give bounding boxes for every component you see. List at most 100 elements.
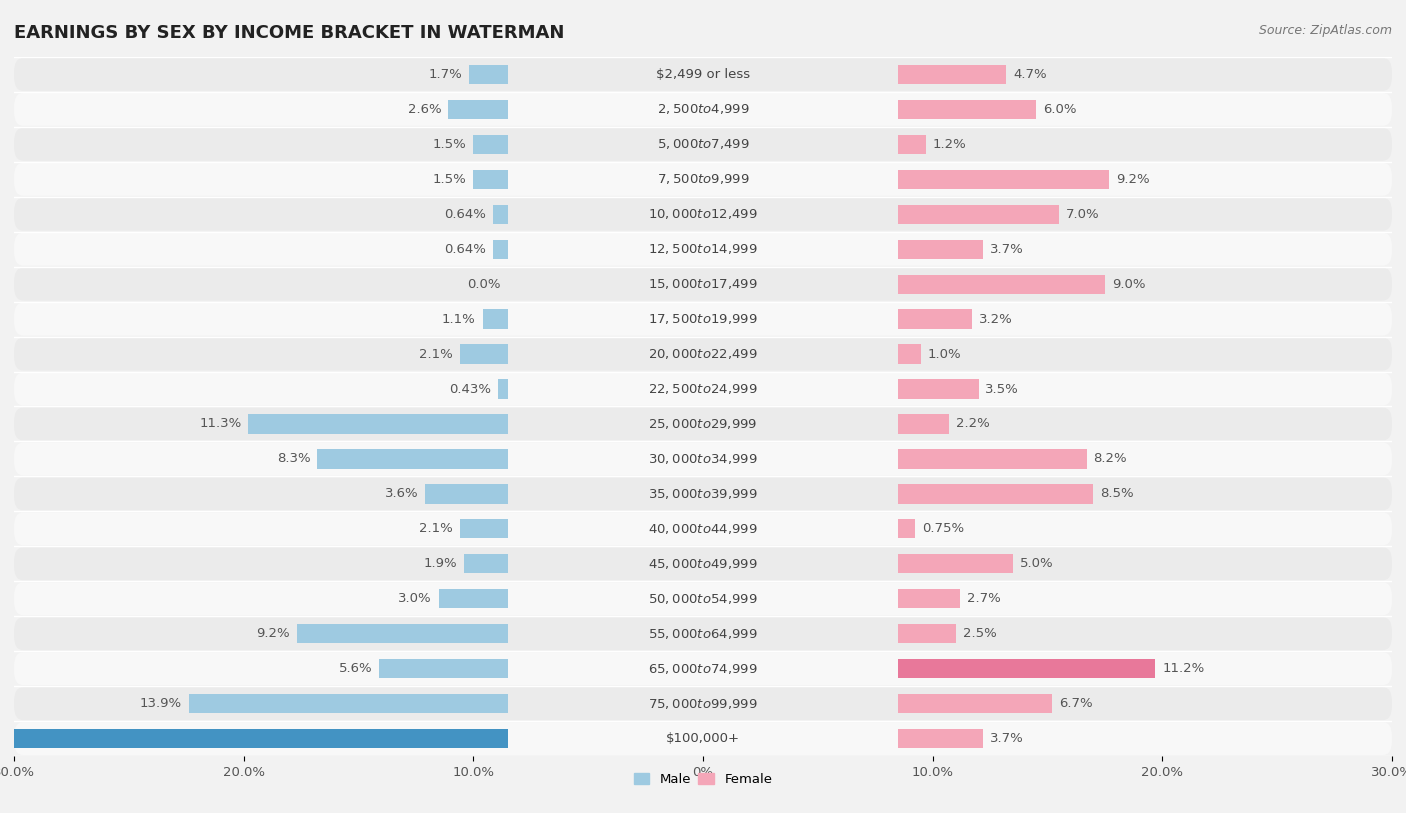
Text: $10,000 to $12,499: $10,000 to $12,499: [648, 207, 758, 221]
Text: 2.2%: 2.2%: [956, 418, 990, 430]
FancyBboxPatch shape: [14, 198, 1392, 231]
Bar: [898, 205, 1059, 224]
Bar: [898, 589, 960, 608]
Text: 1.5%: 1.5%: [433, 138, 467, 150]
Text: $100,000+: $100,000+: [666, 733, 740, 745]
Legend: Male, Female: Male, Female: [628, 767, 778, 791]
Bar: [474, 170, 508, 189]
Bar: [898, 729, 983, 748]
Text: 3.6%: 3.6%: [385, 488, 418, 500]
Text: 1.1%: 1.1%: [441, 313, 475, 325]
Text: 9.0%: 9.0%: [1112, 278, 1146, 290]
Text: 0.43%: 0.43%: [449, 383, 491, 395]
Bar: [380, 659, 508, 678]
Bar: [494, 240, 508, 259]
Text: 11.2%: 11.2%: [1163, 663, 1205, 675]
FancyBboxPatch shape: [14, 722, 1392, 755]
Text: 9.2%: 9.2%: [1116, 173, 1150, 185]
FancyBboxPatch shape: [14, 512, 1392, 546]
Bar: [188, 694, 508, 713]
FancyBboxPatch shape: [14, 128, 1392, 161]
FancyBboxPatch shape: [14, 582, 1392, 615]
Text: $20,000 to $22,499: $20,000 to $22,499: [648, 347, 758, 361]
Bar: [482, 310, 508, 328]
Text: 11.3%: 11.3%: [200, 418, 242, 430]
Bar: [898, 415, 949, 433]
Text: $30,000 to $34,999: $30,000 to $34,999: [648, 452, 758, 466]
Text: $75,000 to $99,999: $75,000 to $99,999: [648, 697, 758, 711]
Bar: [898, 65, 1007, 84]
Bar: [898, 554, 1012, 573]
Bar: [898, 659, 1156, 678]
Text: 3.7%: 3.7%: [990, 243, 1024, 255]
Text: $2,499 or less: $2,499 or less: [657, 68, 749, 80]
Bar: [898, 310, 972, 328]
Text: 2.7%: 2.7%: [967, 593, 1001, 605]
Text: EARNINGS BY SEX BY INCOME BRACKET IN WATERMAN: EARNINGS BY SEX BY INCOME BRACKET IN WAT…: [14, 24, 564, 42]
Text: Source: ZipAtlas.com: Source: ZipAtlas.com: [1258, 24, 1392, 37]
Text: 9.2%: 9.2%: [256, 628, 290, 640]
Bar: [898, 694, 1052, 713]
Text: 0.75%: 0.75%: [922, 523, 965, 535]
Text: $15,000 to $17,499: $15,000 to $17,499: [648, 277, 758, 291]
Text: 2.6%: 2.6%: [408, 103, 441, 115]
Bar: [898, 170, 1109, 189]
Text: $12,500 to $14,999: $12,500 to $14,999: [648, 242, 758, 256]
Text: $5,000 to $7,499: $5,000 to $7,499: [657, 137, 749, 151]
Bar: [898, 380, 979, 398]
Bar: [425, 485, 508, 503]
FancyBboxPatch shape: [14, 652, 1392, 685]
Text: $40,000 to $44,999: $40,000 to $44,999: [648, 522, 758, 536]
Bar: [898, 100, 1036, 119]
Bar: [898, 240, 983, 259]
Text: 3.2%: 3.2%: [979, 313, 1012, 325]
Text: 13.9%: 13.9%: [139, 698, 181, 710]
Text: 1.0%: 1.0%: [928, 348, 962, 360]
Text: $55,000 to $64,999: $55,000 to $64,999: [648, 627, 758, 641]
FancyBboxPatch shape: [14, 617, 1392, 650]
Text: $65,000 to $74,999: $65,000 to $74,999: [648, 662, 758, 676]
Text: 1.5%: 1.5%: [433, 173, 467, 185]
Text: 2.1%: 2.1%: [419, 523, 453, 535]
Bar: [439, 589, 508, 608]
Text: 7.0%: 7.0%: [1066, 208, 1099, 220]
Text: $25,000 to $29,999: $25,000 to $29,999: [648, 417, 758, 431]
Bar: [474, 135, 508, 154]
Bar: [318, 450, 508, 468]
Text: 0.0%: 0.0%: [467, 278, 501, 290]
Text: 3.7%: 3.7%: [990, 733, 1024, 745]
FancyBboxPatch shape: [14, 477, 1392, 511]
Text: 4.7%: 4.7%: [1012, 68, 1046, 80]
Bar: [898, 520, 915, 538]
Bar: [898, 485, 1094, 503]
FancyBboxPatch shape: [14, 93, 1392, 126]
Text: 0.64%: 0.64%: [444, 208, 486, 220]
Text: 5.0%: 5.0%: [1019, 558, 1053, 570]
FancyBboxPatch shape: [14, 302, 1392, 336]
Bar: [468, 65, 508, 84]
FancyBboxPatch shape: [14, 233, 1392, 266]
Bar: [297, 624, 508, 643]
Text: 6.0%: 6.0%: [1043, 103, 1077, 115]
Text: 3.5%: 3.5%: [986, 383, 1019, 395]
FancyBboxPatch shape: [14, 442, 1392, 476]
Bar: [249, 415, 508, 433]
Text: $2,500 to $4,999: $2,500 to $4,999: [657, 102, 749, 116]
Bar: [498, 380, 508, 398]
FancyBboxPatch shape: [14, 58, 1392, 91]
Bar: [898, 135, 925, 154]
FancyBboxPatch shape: [14, 337, 1392, 371]
FancyBboxPatch shape: [14, 267, 1392, 301]
Text: 8.3%: 8.3%: [277, 453, 311, 465]
Bar: [898, 624, 956, 643]
Text: $17,500 to $19,999: $17,500 to $19,999: [648, 312, 758, 326]
Text: 0.64%: 0.64%: [444, 243, 486, 255]
FancyBboxPatch shape: [14, 163, 1392, 196]
Text: $35,000 to $39,999: $35,000 to $39,999: [648, 487, 758, 501]
Text: 2.1%: 2.1%: [419, 348, 453, 360]
Bar: [898, 345, 921, 363]
FancyBboxPatch shape: [14, 407, 1392, 441]
Text: $7,500 to $9,999: $7,500 to $9,999: [657, 172, 749, 186]
Text: 5.6%: 5.6%: [339, 663, 373, 675]
Text: 1.7%: 1.7%: [427, 68, 461, 80]
